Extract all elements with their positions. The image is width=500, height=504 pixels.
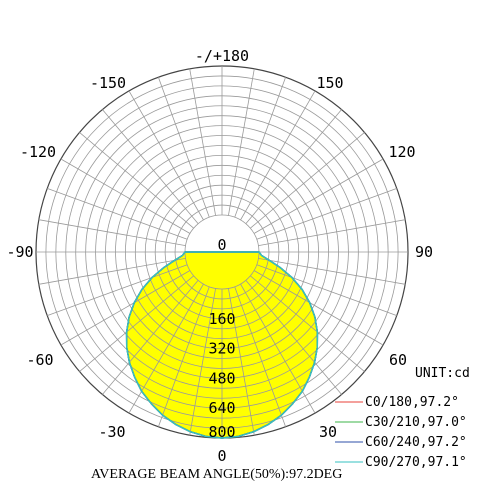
grid-spoke <box>245 109 342 224</box>
radial-tick-label: 0 <box>217 236 226 254</box>
angle-label: 0 <box>217 447 226 465</box>
legend-entry: C30/210,97.0° <box>365 415 467 430</box>
grid-spoke <box>158 77 210 218</box>
angle-label: 90 <box>415 243 433 261</box>
grid-spoke <box>250 275 365 372</box>
radial-tick-label: 800 <box>208 423 235 441</box>
grid-spoke <box>258 258 406 285</box>
grid-spoke <box>228 68 255 216</box>
grid-spoke <box>250 132 365 229</box>
grid-spoke <box>158 286 210 427</box>
radial-tick-label: 320 <box>208 340 235 358</box>
angle-label: -90 <box>6 243 33 261</box>
angle-label: 60 <box>389 351 407 369</box>
legend-entry: C60/240,97.2° <box>365 435 467 450</box>
angle-label: -120 <box>20 143 56 161</box>
grid-spoke <box>245 280 342 395</box>
grid-spoke <box>234 77 286 218</box>
grid-spoke <box>60 158 191 234</box>
grid-spoke <box>38 219 186 246</box>
grid-spoke <box>189 288 216 436</box>
grid-spoke <box>256 188 397 240</box>
angle-label: -150 <box>90 74 126 92</box>
grid-spoke <box>38 258 186 285</box>
grid-spoke <box>47 188 188 240</box>
grid-spoke <box>258 219 406 246</box>
grid-spoke <box>253 158 384 234</box>
grid-spoke <box>253 270 384 346</box>
series-curve-4 <box>125 251 319 439</box>
angle-label: -60 <box>26 351 53 369</box>
grid-spoke <box>228 288 255 436</box>
grid-spoke <box>102 109 199 224</box>
angle-label: 120 <box>388 143 415 161</box>
grid-spoke <box>240 90 316 221</box>
radial-tick-label: 480 <box>208 369 235 387</box>
angle-label: -30 <box>98 423 125 441</box>
angle-label: -/+180 <box>195 47 249 65</box>
legend-entry: C90/270,97.1° <box>365 455 467 470</box>
grid-spoke <box>60 270 191 346</box>
average-beam-angle-text: AVERAGE BEAM ANGLE(50%):97.2DEG <box>91 467 342 482</box>
grid-spoke <box>47 264 188 316</box>
grid-spoke <box>128 90 204 221</box>
angle-label: 30 <box>319 423 337 441</box>
radial-tick-label: 160 <box>208 310 235 328</box>
unit-label: UNIT:cd <box>415 366 470 381</box>
grid-spoke <box>234 286 286 427</box>
radial-tick-label: 640 <box>208 399 235 417</box>
grid-spoke <box>79 132 194 229</box>
grid-spoke <box>189 68 216 216</box>
grid-spoke <box>79 275 194 372</box>
grid-spoke <box>102 280 199 395</box>
angle-label: 150 <box>316 74 343 92</box>
grid-spoke <box>256 264 397 316</box>
legend-entry: C0/180,97.2° <box>365 395 459 410</box>
